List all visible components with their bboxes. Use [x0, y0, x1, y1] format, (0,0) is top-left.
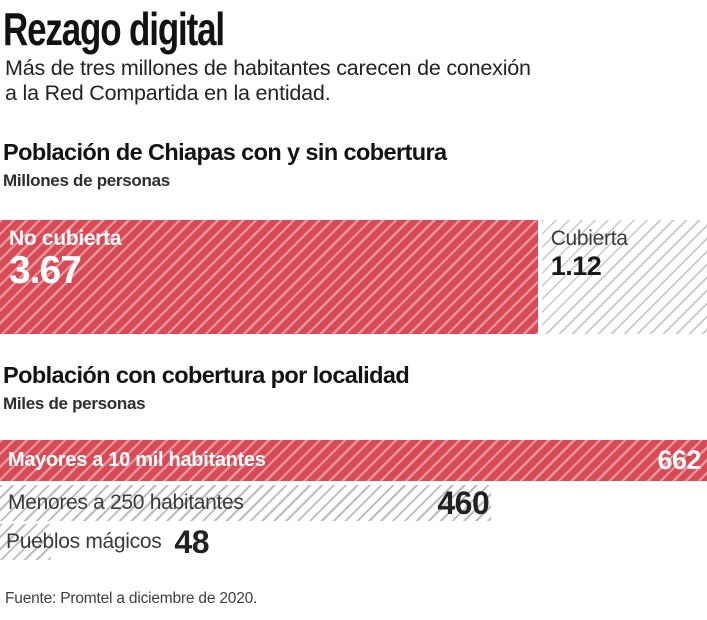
segment-label: Cubierta [550, 227, 628, 250]
stacked-bar: No cubierta 3.67 Cubierta 1.12 [0, 220, 707, 334]
chart1-unit-label: Millones de personas [3, 171, 170, 190]
row-label: Menores a 250 habitantes [8, 491, 244, 514]
subtitle-line-1: Más de tres millones de habitantes carec… [5, 56, 531, 80]
row-bar: Mayores a 10 mil habitantes 662 [0, 440, 707, 481]
page-title: Rezago digital [3, 3, 225, 55]
row-bar [0, 524, 52, 560]
page-subtitle: Más de tres millones de habitantes carec… [5, 56, 531, 106]
chart2-title: Población con cobertura por localidad [3, 362, 410, 388]
subtitle-line-2: a la Red Compartida en la entidad. [5, 81, 331, 105]
source-note: Fuente: Promtel a diciembre de 2020. [5, 590, 258, 607]
bar-segment-cubierta: Cubierta 1.12 [541, 220, 707, 334]
bar-row: Menores a 250 habitantes 460 [0, 485, 707, 521]
row-label: Mayores a 10 mil habitantes [8, 449, 266, 471]
bar-segment-no-cubierta: No cubierta 3.67 [0, 220, 542, 334]
segment-value: 3.67 [9, 249, 82, 292]
segment-value: 1.12 [550, 251, 602, 281]
chart1-title: Población de Chiapas con y sin cobertura [3, 139, 447, 165]
bar-row: Mayores a 10 mil habitantes 662 [0, 440, 707, 481]
row-value: 48 [174, 523, 210, 560]
segment-label: No cubierta [9, 227, 122, 250]
chart2-unit-label: Miles de personas [3, 394, 146, 413]
bar-row: Pueblos mágicos 48 [0, 524, 707, 560]
row-label-group: Pueblos mágicos 48 [6, 523, 210, 560]
row-label: Pueblos mágicos [6, 530, 162, 553]
row-value: 460 [437, 484, 490, 521]
row-bar: Menores a 250 habitantes 460 [0, 484, 492, 521]
row-value: 662 [657, 445, 701, 475]
